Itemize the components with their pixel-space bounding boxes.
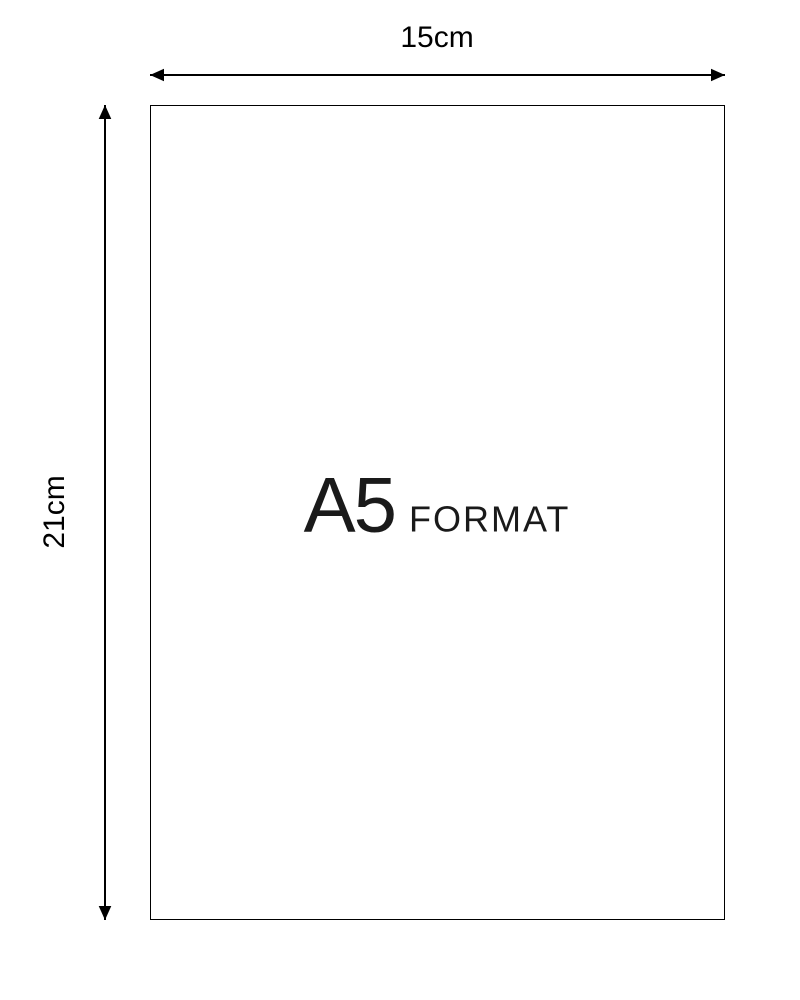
diagram-canvas: 15cm 21cm A5 FORMAT xyxy=(0,0,800,1000)
width-dimension-label: 15cm xyxy=(400,21,473,55)
height-dimension-label: 21cm xyxy=(38,475,72,548)
format-title-sub: FORMAT xyxy=(409,499,570,541)
format-title: A5 FORMAT xyxy=(304,460,571,551)
format-title-main: A5 xyxy=(304,460,395,551)
